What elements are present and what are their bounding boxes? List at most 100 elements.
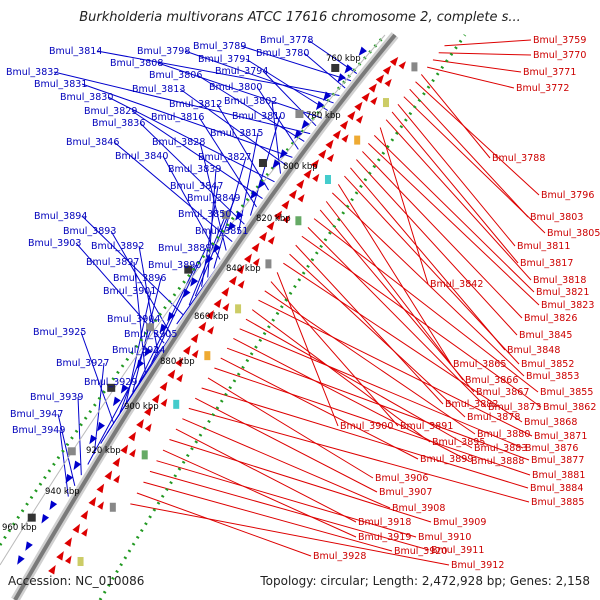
minus-strand-gene-arrow[interactable]	[323, 91, 332, 101]
minus-strand-gene-arrow[interactable]	[315, 100, 325, 111]
gene-label-minus-strand[interactable]: Bmul_3812	[169, 99, 222, 110]
gene-label-minus-strand[interactable]: Bmul_3832	[6, 67, 59, 78]
minus-strand-gene-arrow[interactable]	[235, 211, 244, 221]
gene-label-minus-strand[interactable]: Bmul_3815	[210, 128, 263, 139]
minus-strand-gene-arrow[interactable]	[159, 323, 168, 334]
gene-label-plus-strand[interactable]: Bmul_3909	[433, 517, 486, 528]
gene-label-plus-strand[interactable]: Bmul_3876	[525, 443, 578, 454]
gene-label-minus-strand[interactable]: Bmul_3808	[110, 58, 163, 69]
gene-label-minus-strand[interactable]: Bmul_3828	[152, 137, 205, 148]
gene-label-minus-strand[interactable]: Bmul_3806	[149, 70, 202, 81]
gene-label-minus-strand[interactable]: Bmul_3830	[60, 92, 113, 103]
gene-label-plus-strand[interactable]: Bmul_3882	[445, 399, 498, 410]
plus-strand-gene-arrow[interactable]	[128, 431, 136, 442]
gene-category-block[interactable]	[67, 447, 76, 456]
gene-label-plus-strand[interactable]: Bmul_3920	[394, 546, 447, 557]
plus-strand-gene-arrow[interactable]	[312, 173, 320, 182]
gene-label-plus-strand[interactable]: Bmul_3845	[519, 330, 572, 341]
gene-label-plus-strand[interactable]: Bmul_3868	[524, 417, 577, 428]
plus-strand-gene-arrow[interactable]	[243, 253, 252, 264]
plus-strand-gene-arrow[interactable]	[160, 398, 168, 407]
minus-strand-gene-arrow[interactable]	[337, 73, 346, 83]
gene-label-minus-strand[interactable]: Bmul_3816	[151, 112, 204, 123]
plus-strand-gene-arrow[interactable]	[237, 280, 245, 289]
gene-label-minus-strand[interactable]: Bmul_3850	[178, 209, 231, 220]
minus-strand-gene-arrow[interactable]	[136, 359, 145, 370]
gene-label-plus-strand[interactable]: Bmul_3873	[488, 402, 541, 413]
minus-strand-gene-arrow[interactable]	[144, 347, 152, 357]
gene-label-minus-strand[interactable]: Bmul_3949	[12, 425, 65, 436]
gene-label-plus-strand[interactable]: Bmul_3884	[530, 483, 583, 494]
gene-label-plus-strand[interactable]: Bmul_3865	[453, 359, 506, 370]
gene-label-minus-strand[interactable]: Bmul_3791	[198, 54, 251, 65]
gene-label-minus-strand[interactable]: Bmul_3780	[256, 48, 309, 59]
gene-label-minus-strand[interactable]: Bmul_3947	[10, 409, 63, 420]
plus-strand-gene-arrow[interactable]	[236, 264, 245, 275]
gene-label-plus-strand[interactable]: Bmul_3895	[432, 437, 485, 448]
gene-label-plus-strand[interactable]: Bmul_3759	[533, 35, 586, 46]
plus-strand-gene-arrow[interactable]	[325, 139, 334, 149]
plus-strand-gene-arrow[interactable]	[136, 419, 144, 429]
gene-label-minus-strand[interactable]: Bmul_3827	[198, 152, 251, 163]
gene-label-minus-strand[interactable]: Bmul_3901	[103, 286, 156, 297]
plus-strand-gene-arrow[interactable]	[198, 321, 207, 332]
plus-strand-gene-arrow[interactable]	[144, 406, 152, 416]
plus-strand-gene-arrow[interactable]	[326, 153, 335, 163]
plus-strand-gene-arrow[interactable]	[382, 65, 392, 75]
gene-label-plus-strand[interactable]: Bmul_3910	[418, 532, 471, 543]
gene-category-block[interactable]	[258, 158, 267, 167]
gene-category-block[interactable]	[107, 383, 116, 392]
gene-category-block[interactable]	[141, 450, 148, 460]
plus-strand-gene-arrow[interactable]	[370, 96, 378, 106]
plus-strand-gene-arrow[interactable]	[288, 189, 297, 200]
gene-label-minus-strand[interactable]: Bmul_3846	[66, 137, 119, 148]
plus-strand-gene-arrow[interactable]	[347, 111, 356, 121]
plus-strand-gene-arrow[interactable]	[303, 169, 312, 179]
plus-strand-gene-arrow[interactable]	[104, 470, 113, 480]
gene-label-plus-strand[interactable]: Bmul_3771	[523, 67, 576, 78]
gene-label-minus-strand[interactable]: Bmul_3831	[34, 79, 87, 90]
gene-label-plus-strand[interactable]: Bmul_3866	[465, 375, 518, 386]
gene-label-minus-strand[interactable]: Bmul_3849	[187, 193, 240, 204]
gene-label-minus-strand[interactable]: Bmul_3836	[92, 118, 145, 129]
minus-strand-gene-arrow[interactable]	[257, 179, 266, 190]
gene-label-minus-strand[interactable]: Bmul_3929	[84, 377, 137, 388]
gene-category-block[interactable]	[173, 399, 180, 409]
plus-strand-gene-arrow[interactable]	[267, 236, 275, 245]
gene-label-plus-strand[interactable]: Bmul_3862	[543, 402, 596, 413]
gene-label-minus-strand[interactable]: Bmul_3904	[107, 314, 160, 325]
gene-label-minus-strand[interactable]: Bmul_3794	[215, 66, 268, 77]
plus-strand-gene-arrow[interactable]	[332, 130, 341, 140]
minus-strand-gene-arrow[interactable]	[301, 119, 310, 130]
gene-label-minus-strand[interactable]: Bmul_3889	[158, 243, 211, 254]
gene-label-minus-strand[interactable]: Bmul_3893	[63, 226, 116, 237]
plus-strand-gene-arrow[interactable]	[144, 423, 152, 432]
minus-strand-gene-arrow[interactable]	[205, 254, 214, 265]
minus-strand-gene-arrow[interactable]	[227, 221, 236, 232]
gene-label-minus-strand[interactable]: Bmul_3894	[34, 211, 87, 222]
minus-strand-gene-arrow[interactable]	[190, 277, 199, 287]
plus-strand-gene-arrow[interactable]	[297, 194, 305, 203]
gene-category-block[interactable]	[382, 98, 389, 108]
minus-strand-gene-arrow[interactable]	[272, 159, 281, 169]
plus-strand-gene-arrow[interactable]	[88, 496, 97, 507]
gene-label-plus-strand[interactable]: Bmul_3908	[392, 503, 445, 514]
plus-strand-gene-arrow[interactable]	[159, 381, 168, 392]
plus-strand-gene-arrow[interactable]	[96, 483, 105, 494]
minus-strand-gene-arrow[interactable]	[167, 311, 176, 322]
gene-label-plus-strand[interactable]: Bmul_3918	[358, 517, 411, 528]
plus-strand-gene-arrow[interactable]	[97, 501, 104, 510]
plus-strand-gene-arrow[interactable]	[56, 551, 64, 561]
plus-strand-gene-arrow[interactable]	[354, 101, 363, 111]
gene-label-plus-strand[interactable]: Bmul_3883	[474, 443, 527, 454]
gene-label-minus-strand[interactable]: Bmul_3800	[209, 82, 262, 93]
gene-label-plus-strand[interactable]: Bmul_3891	[400, 421, 453, 432]
plus-strand-gene-arrow[interactable]	[266, 221, 275, 231]
gene-label-minus-strand[interactable]: Bmul_3798	[137, 46, 190, 57]
gene-label-minus-strand[interactable]: Bmul_3814	[49, 46, 102, 57]
plus-strand-gene-arrow[interactable]	[72, 523, 81, 534]
gene-label-plus-strand[interactable]: Bmul_3899	[420, 454, 473, 465]
plus-strand-gene-arrow[interactable]	[389, 56, 399, 67]
gene-category-block[interactable]	[109, 502, 116, 512]
minus-strand-gene-arrow[interactable]	[182, 288, 191, 299]
